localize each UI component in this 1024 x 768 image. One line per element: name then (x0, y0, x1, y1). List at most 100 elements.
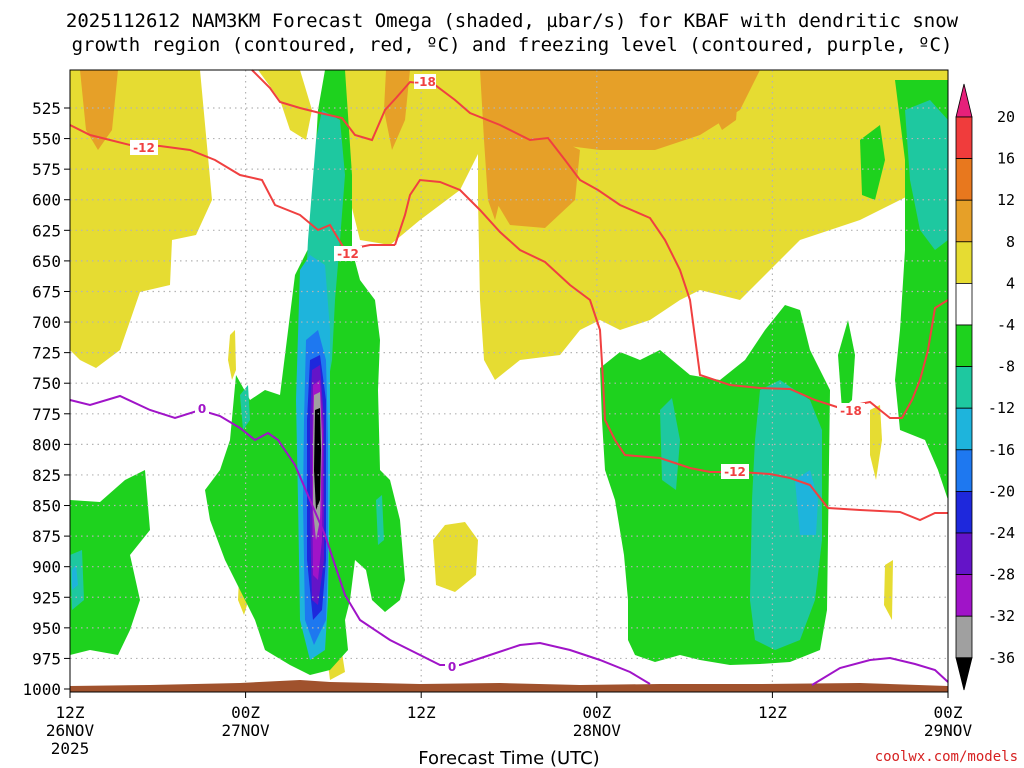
y-tick-label: 750 (32, 374, 61, 393)
x-tick-label: 12Z (407, 703, 436, 722)
y-tick-label: 600 (32, 191, 61, 210)
x-tick-label: 28NOV (573, 721, 622, 740)
omega-region (795, 470, 818, 535)
y-tick-label: 550 (32, 130, 61, 149)
y-tick-label: 975 (32, 649, 61, 668)
omega-region (70, 70, 212, 368)
y-tick-label: 950 (32, 619, 61, 638)
omega-region (905, 100, 948, 250)
x-tick-label: 26NOV (46, 721, 95, 740)
chart-title-line-1: 2025112612 NAM3KM Forecast Omega (shaded… (66, 10, 959, 32)
omega-region (376, 495, 384, 545)
y-tick-label: 875 (32, 527, 61, 546)
y-tick-label: 850 (32, 497, 61, 516)
y-tick-label: 725 (32, 344, 61, 363)
colorbar-bin (955, 158, 973, 201)
red-contour-label: -18 (414, 75, 436, 89)
x-tick-label: 00Z (231, 703, 260, 722)
y-tick-label: 575 (32, 160, 61, 179)
colorbar-bin (955, 83, 973, 118)
horizontal-gridlines (70, 107, 948, 660)
label-bg (130, 140, 158, 155)
y-tick-label: 650 (32, 252, 61, 271)
red-contour-label: -18 (840, 404, 862, 418)
colorbar-label: -4 (997, 316, 1015, 334)
colorbar-label: -8 (997, 358, 1015, 376)
dgz-contour-minus18-upper (251, 69, 841, 409)
red-contour-label: -12 (337, 247, 359, 261)
omega-region (80, 70, 118, 150)
chart-title-line-2: growth region (contoured, red, ºC) and f… (72, 34, 953, 56)
y-tick-label: 900 (32, 558, 61, 577)
colorbar-bin (955, 532, 973, 575)
y-tick-label: 825 (32, 466, 61, 485)
terrain-ground (70, 680, 948, 692)
x-tick-label: 12Z (758, 703, 787, 722)
colorbar-bin (955, 449, 973, 492)
x-tick-label: 29NOV (924, 721, 973, 740)
plot-area (70, 70, 948, 692)
y-tick-label: 1000 (22, 680, 61, 699)
omega-region (860, 125, 885, 200)
colorbar-label: 16 (997, 150, 1015, 168)
colorbar-label: -32 (988, 607, 1015, 625)
colorbar-label: 20 (997, 108, 1015, 126)
y-tick-label: 525 (32, 99, 61, 118)
colorbar-bin (955, 241, 973, 284)
freezing-contour-main (69, 394, 651, 685)
freezing-level-contours (69, 394, 949, 686)
omega-region (870, 405, 882, 480)
dgz-contour-minus12-mid (394, 178, 948, 522)
y-tick-label: 675 (32, 282, 61, 301)
omega-shade-black (314, 408, 321, 510)
colorbar: 20 16 12 8 4 -4 -8 -12 -16 -20 -24 -28 -32 -36 (955, 83, 1015, 691)
omega-region (72, 565, 78, 590)
credit-text: coolwx.com/models (875, 749, 1018, 765)
colorbar-label: -36 (988, 649, 1015, 667)
red-contour-label: -12 (133, 141, 155, 155)
colorbar-label: 4 (1006, 274, 1015, 292)
colorbar-label: -20 (988, 482, 1015, 500)
colorbar-bin (955, 366, 973, 409)
omega-region (750, 380, 822, 650)
dgz-contours-red (69, 69, 949, 522)
label-bg (445, 659, 459, 674)
omega-region (884, 560, 893, 620)
y-tick-label: 625 (32, 221, 61, 240)
colorbar-label: 8 (1006, 233, 1015, 251)
colorbar-label: -12 (988, 399, 1015, 417)
x-tick-label: 2025 (51, 739, 90, 758)
label-bg (334, 246, 362, 261)
colorbar-bin (955, 199, 973, 243)
colorbar-bin (955, 324, 973, 367)
contour-labels: -18 -12 -12 -18 -12 0 0 (130, 74, 865, 674)
red-contour-label: -12 (724, 465, 746, 479)
y-tick-label: 700 (32, 313, 61, 332)
omega-region (495, 130, 580, 228)
omega-region (258, 70, 312, 140)
y-tick-label: 925 (32, 588, 61, 607)
label-bg (195, 401, 209, 416)
colorbar-bin (955, 615, 973, 659)
colorbar-label: -28 (988, 566, 1015, 584)
x-tick-label: 00Z (582, 703, 611, 722)
omega-region (838, 320, 855, 410)
colorbar-label: 12 (997, 191, 1015, 209)
colorbar-label: -16 (988, 441, 1015, 459)
omega-region (433, 522, 478, 592)
plot-frame (69, 69, 949, 693)
x-tick-label: 27NOV (222, 721, 271, 740)
y-axis: 525 550 575 600 625 650 675 700 725 750 775 800 825 8… (22, 99, 70, 699)
dgz-contour-minus12-west (69, 124, 395, 252)
y-tick-label: 800 (32, 435, 61, 454)
colorbar-bin (955, 282, 973, 326)
x-axis-title: Forecast Time (UTC) (418, 748, 599, 768)
label-bg (837, 403, 865, 418)
dgz-contour-minus18-east (839, 299, 949, 419)
colorbar-bin (955, 657, 973, 691)
colorbar-bin (955, 574, 973, 617)
colorbar-bin (955, 407, 973, 451)
x-tick-label: 12Z (56, 703, 85, 722)
